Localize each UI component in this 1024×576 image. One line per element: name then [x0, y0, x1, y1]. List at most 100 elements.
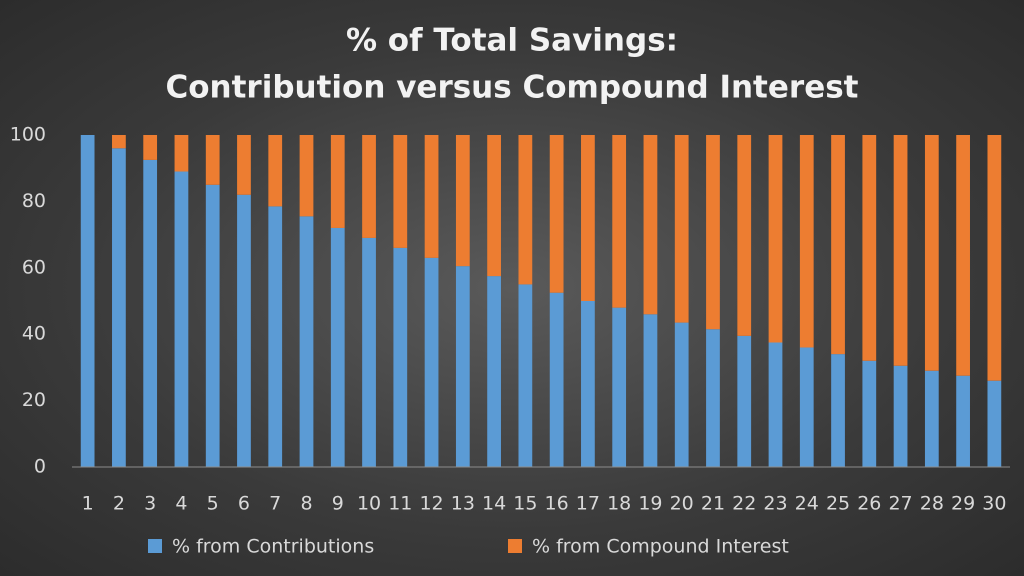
bar-segment	[268, 135, 283, 207]
bar-segment	[737, 135, 752, 336]
bar-segment	[581, 301, 595, 467]
bar-segment	[924, 370, 939, 467]
x-tick-label: 21	[701, 493, 725, 515]
x-tick-label: 29	[951, 493, 975, 515]
x-tick-label: 16	[545, 493, 569, 515]
x-tick-label: 11	[388, 493, 412, 515]
bar-segment	[330, 135, 345, 228]
x-tick-label: 3	[144, 493, 156, 515]
bar-segment	[299, 216, 314, 467]
x-tick-label: 13	[451, 493, 475, 515]
bar-segment	[455, 266, 470, 467]
x-tick-label: 2	[113, 493, 125, 515]
bar-segment	[299, 135, 314, 217]
x-tick-label: 26	[857, 493, 881, 515]
bar-segment	[956, 135, 970, 376]
x-tick-label: 30	[982, 493, 1006, 515]
bar-segment	[143, 135, 158, 160]
x-tick-label: 17	[576, 493, 600, 515]
bar-segment	[80, 135, 95, 467]
bar-segment	[549, 135, 564, 293]
bar-segment	[987, 135, 1002, 381]
bar-segment	[455, 135, 470, 267]
x-tick-label: 25	[826, 493, 850, 515]
bar-segment	[737, 335, 752, 467]
bar-segment	[862, 360, 877, 467]
y-tick-label: 40	[22, 323, 46, 345]
bar-segment	[362, 135, 376, 238]
bar-segment	[987, 380, 1002, 467]
bar-segment	[237, 135, 251, 195]
x-tick-label: 28	[920, 493, 944, 515]
bar-segment	[643, 314, 658, 467]
x-tick-label: 8	[300, 493, 312, 515]
bar-segment	[799, 135, 814, 348]
bar-segment	[612, 307, 627, 467]
bar-segment	[924, 135, 939, 371]
x-tick-label: 24	[795, 493, 819, 515]
bar-segment	[706, 135, 720, 330]
x-tick-label: 5	[207, 493, 219, 515]
bar-segment	[487, 276, 501, 467]
bar-segment	[174, 171, 189, 467]
x-tick-label: 15	[513, 493, 537, 515]
bar-segment	[768, 135, 783, 343]
bar-segment	[581, 135, 595, 301]
y-tick-label: 80	[22, 190, 46, 212]
bar-segment	[799, 347, 814, 467]
chart-title: % of Total Savings:	[346, 23, 678, 59]
x-tick-label: 19	[638, 493, 662, 515]
x-tick-label: 6	[238, 493, 250, 515]
x-tick-label: 14	[482, 493, 506, 515]
bar-segment	[393, 247, 408, 467]
bar-segment	[330, 227, 345, 467]
bar-segment	[893, 135, 908, 366]
bar-segment	[393, 135, 408, 248]
x-tick-label: 1	[82, 493, 94, 515]
bar-segment	[956, 375, 970, 467]
x-tick-label: 12	[419, 493, 443, 515]
bar-segment	[237, 194, 251, 467]
x-tick-label: 22	[732, 493, 756, 515]
bar-segment	[518, 135, 533, 285]
bar-segment	[424, 135, 439, 258]
y-tick-label: 0	[34, 456, 46, 478]
bar-segment	[112, 135, 126, 149]
bar-segment	[362, 237, 376, 467]
bar-segment	[612, 135, 627, 308]
bar-segment	[518, 284, 533, 467]
x-tick-label: 9	[332, 493, 344, 515]
x-tick-label: 27	[888, 493, 912, 515]
x-tick-label: 7	[269, 493, 281, 515]
bar-segment	[768, 342, 783, 467]
bar-segment	[674, 135, 689, 323]
bar-segment	[643, 135, 658, 315]
bar-segment	[706, 329, 720, 467]
legend-swatch	[148, 539, 162, 553]
y-tick-label: 100	[10, 124, 46, 146]
bar-segment	[831, 135, 845, 355]
x-tick-label: 4	[175, 493, 187, 515]
bar-segment	[112, 148, 126, 467]
bar-segment	[487, 135, 501, 277]
y-tick-label: 20	[22, 389, 46, 411]
bar-segment	[424, 257, 439, 467]
chart-title: Contribution versus Compound Interest	[166, 70, 859, 106]
legend-label: % from Compound Interest	[532, 536, 789, 558]
bar-segment	[862, 135, 877, 361]
bar-segment	[174, 135, 189, 172]
x-tick-label: 23	[763, 493, 787, 515]
bar-segment	[205, 184, 220, 468]
bar-segment	[268, 206, 283, 467]
legend-swatch	[508, 539, 522, 553]
bar-segment	[893, 365, 908, 467]
bar-segment	[831, 354, 845, 467]
bar-segment	[143, 159, 158, 467]
bar-segment	[674, 322, 689, 467]
x-tick-label: 20	[670, 493, 694, 515]
bar-segment	[549, 292, 564, 467]
bar-segment	[205, 135, 220, 185]
legend-label: % from Contributions	[172, 536, 374, 558]
x-tick-label: 18	[607, 493, 631, 515]
